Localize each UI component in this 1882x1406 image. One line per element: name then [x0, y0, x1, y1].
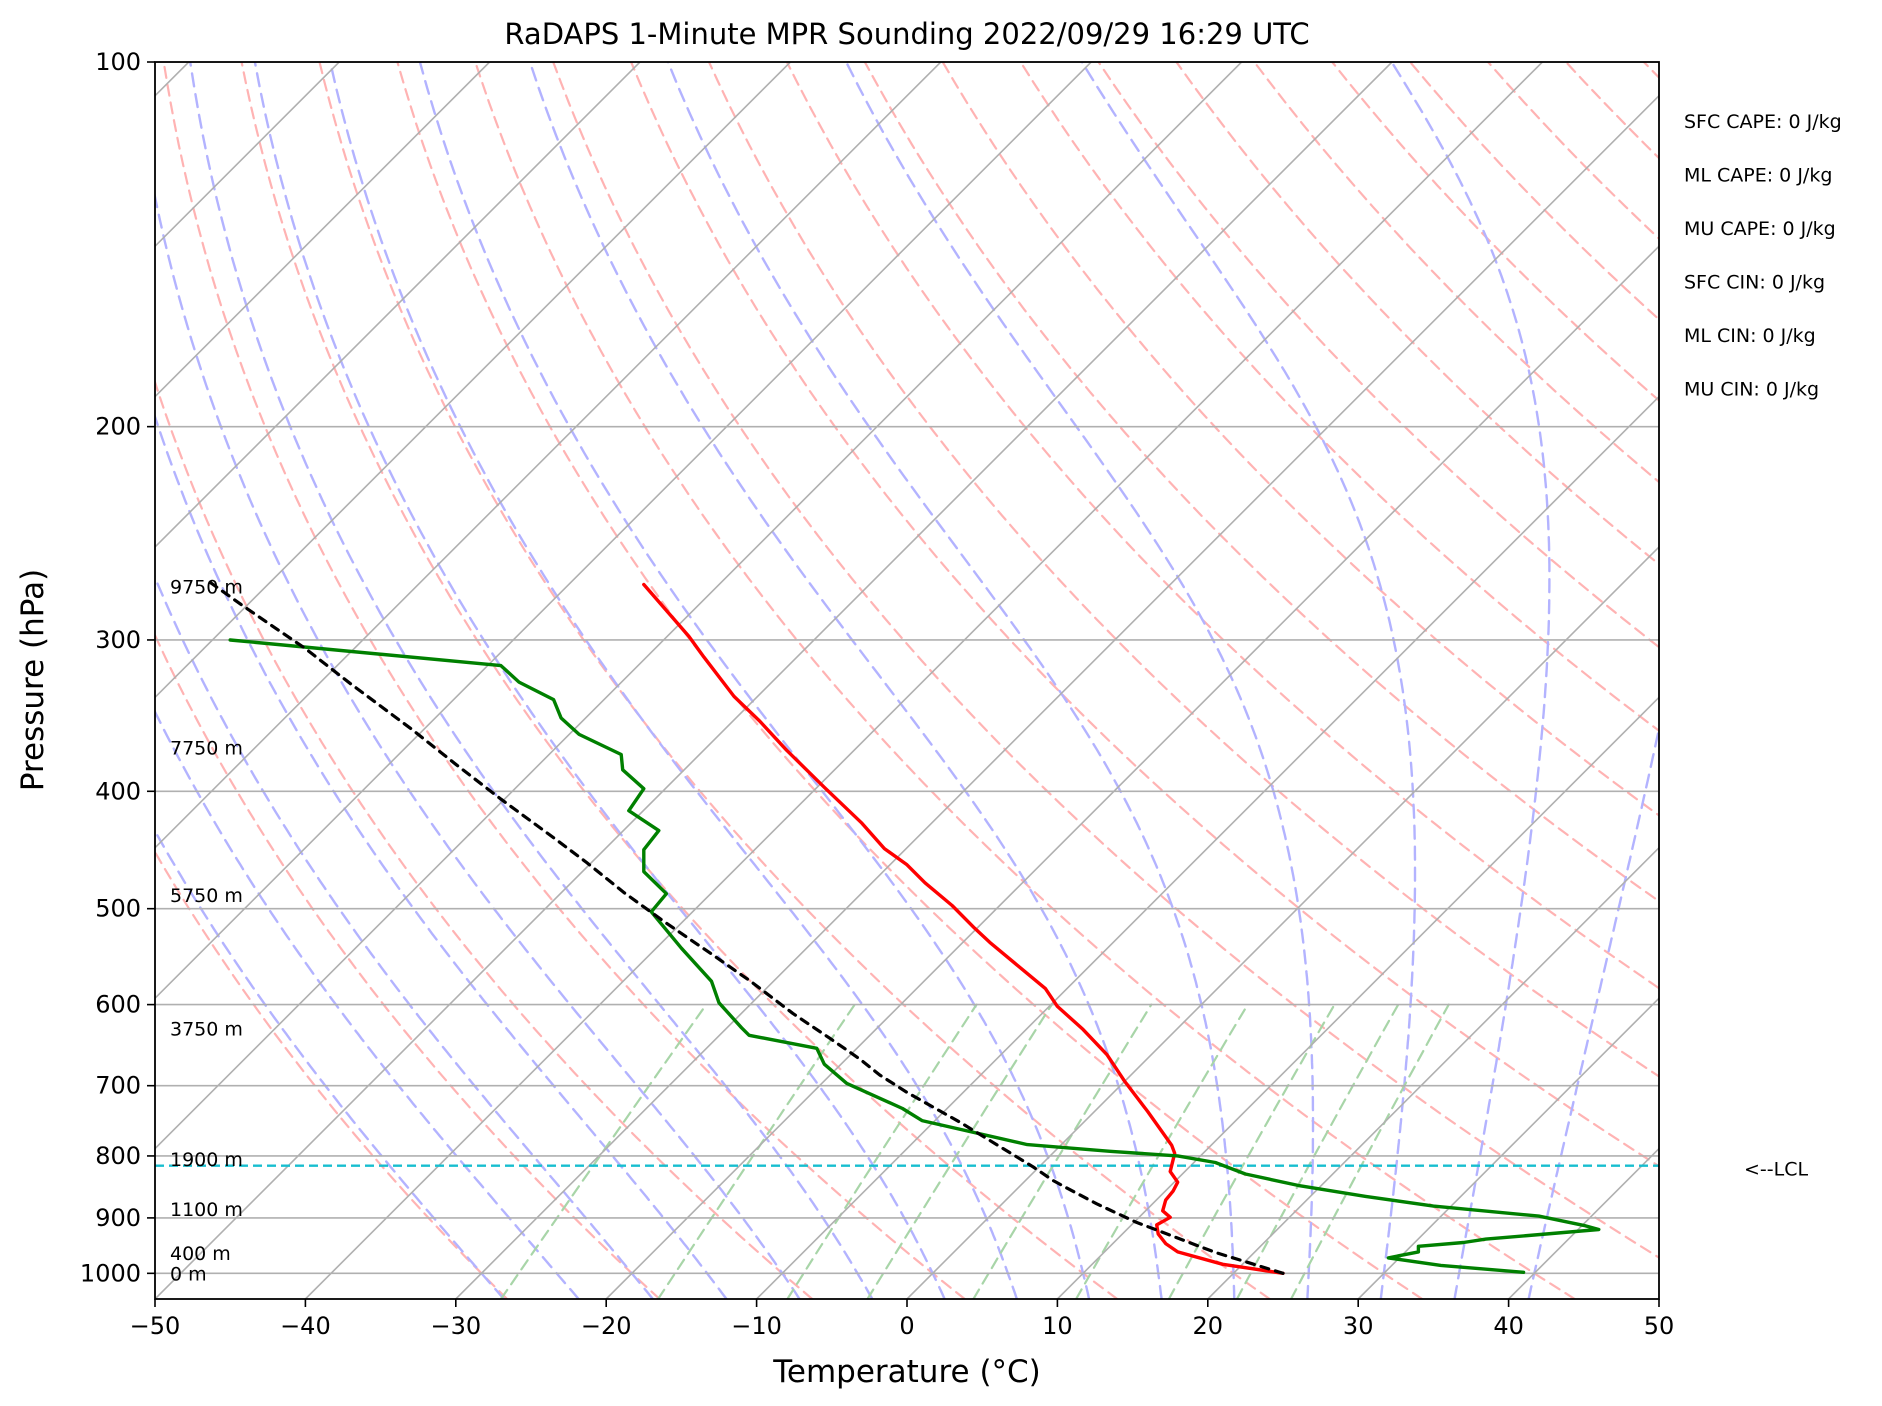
isotherm-line [304, 62, 1544, 1299]
moist-adiabat-line [1390, 62, 1551, 1299]
y-tick-label: 700 [95, 1072, 141, 1100]
x-tick-label: 40 [1493, 1312, 1524, 1340]
x-tick-label: 20 [1193, 1312, 1224, 1340]
mixing-ratio-line [1167, 1003, 1336, 1299]
isotherm-line [906, 545, 1659, 1299]
height-label: 5750 m [170, 885, 243, 907]
mixing-ratio-line [1235, 1003, 1400, 1299]
y-tick-label: 600 [95, 991, 141, 1019]
mixing-ratio-line [786, 1003, 978, 1299]
stability-annotation: SFC CAPE: 0 J/kg [1684, 111, 1842, 133]
x-axis-ticks: −50 −40 −30 −20 −10 0 10 20 30 40 50 [130, 1299, 1675, 1340]
y-tick-label: 200 [95, 413, 141, 441]
x-tick-label: −30 [430, 1312, 481, 1340]
y-tick-label: 500 [95, 895, 141, 923]
x-tick-label: −10 [731, 1312, 782, 1340]
isotherm-line [1207, 846, 1659, 1299]
dry-adiabat-line [552, 62, 1659, 1259]
height-label: 7750 m [170, 737, 243, 759]
height-label: 1900 m [170, 1149, 243, 1171]
dry-adiabat-line [785, 62, 1659, 990]
height-labels: 9750 m 7750 m 5750 m 3750 m 1900 m 1100 m 400 … [170, 576, 243, 1285]
isotherm-line [155, 62, 491, 398]
isotherm-line [1357, 997, 1659, 1299]
y-tick-label: 300 [95, 626, 141, 654]
stability-annotations: SFC CAPE: 0 J/kg ML CAPE: 0 J/kg MU CAPE: … [1684, 111, 1842, 401]
x-tick-label: −20 [581, 1312, 632, 1340]
isotherm-line [155, 62, 792, 699]
dry-adiabat-line [863, 62, 1659, 903]
stability-annotation: SFC CIN: 0 J/kg [1684, 272, 1825, 294]
mixing-ratio-line [1074, 1003, 1249, 1299]
moist-adiabat-line [155, 709, 580, 1299]
moist-adiabat-line [418, 62, 1091, 1299]
mixing-ratio-line [656, 1003, 856, 1299]
lcl-label: <--LCL [1744, 1159, 1808, 1181]
height-label: 0 m [170, 1263, 207, 1285]
stability-annotation: MU CAPE: 0 J/kg [1684, 218, 1836, 240]
moist-adiabat-line [1527, 723, 1659, 1299]
dry-adiabat-line [155, 378, 814, 1299]
dry-adiabat-line [155, 632, 661, 1299]
moist-adiabat-line [1080, 62, 1417, 1299]
y-axis-label: Pressure (hPa) [15, 569, 51, 791]
series-layer [206, 578, 1601, 1276]
x-tick-label: −40 [280, 1312, 331, 1340]
y-tick-label: 1000 [80, 1259, 141, 1287]
moist-adiabat-line [528, 62, 1163, 1299]
isotherm-line [454, 94, 1659, 1299]
dry-adiabat-line [155, 849, 509, 1299]
mixing-ratio-line [972, 1003, 1153, 1299]
isotherm-line [155, 62, 1393, 1299]
moist-adiabat-line [155, 190, 801, 1299]
moist-adiabat-line [253, 62, 946, 1299]
height-label: 1100 m [170, 1199, 243, 1221]
chart-title: RaDAPS 1-Minute MPR Sounding 2022/09/29 … [504, 17, 1309, 51]
parcel-profile-line [206, 578, 1285, 1275]
x-axis-label: Temperature (°C) [772, 1354, 1041, 1390]
x-tick-label: 50 [1644, 1312, 1675, 1340]
y-tick-label: 100 [95, 48, 141, 76]
y-tick-label: 800 [95, 1142, 141, 1170]
moist-adiabat-line [666, 62, 1236, 1299]
stability-annotation: MU CIN: 0 J/kg [1684, 379, 1819, 401]
isotherm-line [755, 395, 1659, 1299]
isotherm-line [155, 62, 942, 849]
isotherm-line [155, 62, 1243, 1150]
dewpoint-profile-line [228, 638, 1601, 1275]
x-tick-label: 30 [1343, 1312, 1374, 1340]
x-tick-label: 10 [1042, 1312, 1073, 1340]
y-axis-ticks: 100 200 300 400 500 600 700 800 900 1000 [80, 48, 155, 1287]
dry-adiabat-line [707, 62, 1659, 1078]
moist-adiabat-line [188, 62, 874, 1299]
dry-adiabat-line [474, 62, 1576, 1299]
y-tick-label: 400 [95, 777, 141, 805]
moist-adiabat-line [329, 62, 1019, 1299]
x-tick-label: −50 [130, 1312, 181, 1340]
y-tick-label: 900 [95, 1204, 141, 1232]
height-label: 400 m [170, 1243, 231, 1265]
mixing-ratio-line [1289, 1003, 1450, 1299]
moist-adiabat-line [845, 62, 1315, 1299]
mixing-ratio-line [866, 1003, 1053, 1299]
isotherm-line [155, 62, 1092, 1000]
height-label: 9750 m [170, 576, 243, 598]
isotherm-line [1056, 696, 1659, 1299]
height-label: 3750 m [170, 1019, 243, 1041]
dry-adiabat-line [1408, 62, 1659, 321]
moist-adiabat-line [155, 413, 728, 1299]
isotherm-line [605, 245, 1659, 1299]
isotherm-line [155, 62, 641, 549]
temperature-profile-line [642, 582, 1285, 1276]
dry-adiabat-line [162, 62, 966, 1299]
moist-adiabat-line [155, 828, 506, 1299]
moist-adiabat-line [155, 574, 654, 1299]
x-tick-label: 0 [899, 1312, 914, 1340]
stability-annotation: ML CIN: 0 J/kg [1684, 325, 1816, 347]
stability-annotation: ML CAPE: 0 J/kg [1684, 165, 1832, 187]
